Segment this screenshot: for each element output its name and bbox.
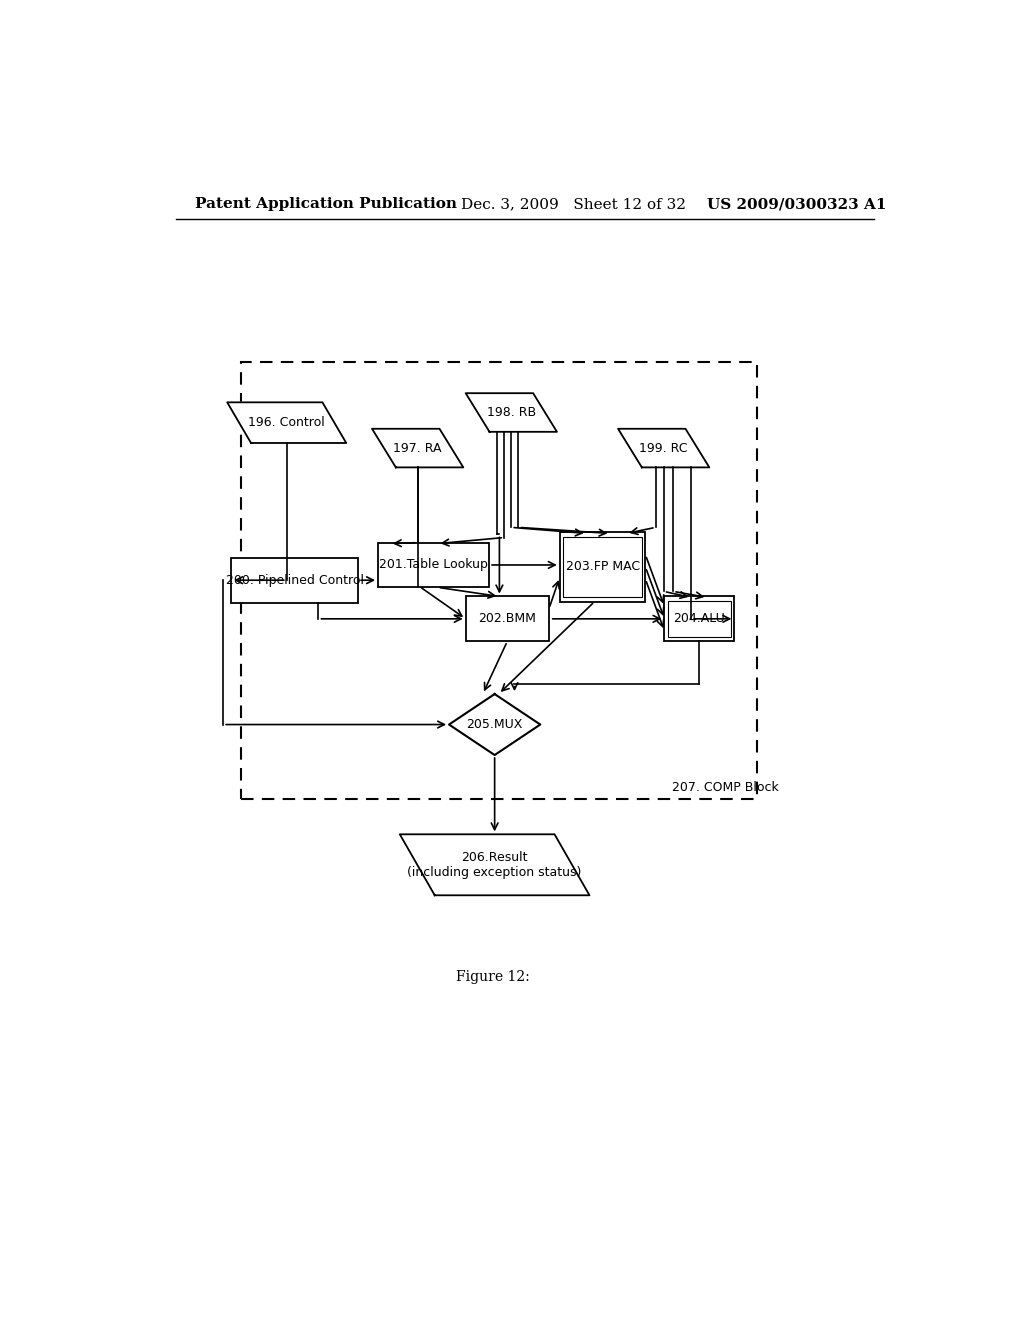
Text: 199. RC: 199. RC [639, 442, 688, 454]
Polygon shape [618, 429, 710, 467]
Polygon shape [372, 429, 463, 467]
Bar [378, 543, 489, 587]
Text: 207. COMP Block: 207. COMP Block [672, 780, 778, 793]
Bar [466, 597, 549, 642]
Text: Figure 12:: Figure 12: [456, 970, 530, 983]
Bar [563, 536, 642, 598]
Bar [242, 362, 758, 799]
Polygon shape [466, 393, 557, 432]
Text: 197. RA: 197. RA [393, 442, 442, 454]
Text: Patent Application Publication: Patent Application Publication [196, 197, 458, 211]
Polygon shape [227, 403, 346, 444]
Bar [668, 601, 731, 638]
Polygon shape [449, 694, 541, 755]
Bar [665, 597, 734, 642]
Text: 201.Table Lookup: 201.Table Lookup [379, 558, 488, 572]
Bar [560, 532, 645, 602]
Text: 206.Result
(including exception status): 206.Result (including exception status) [408, 851, 582, 879]
Text: Dec. 3, 2009   Sheet 12 of 32: Dec. 3, 2009 Sheet 12 of 32 [461, 197, 686, 211]
Text: 198. RB: 198. RB [486, 407, 536, 418]
Text: 205.MUX: 205.MUX [467, 718, 523, 731]
Text: US 2009/0300323 A1: US 2009/0300323 A1 [708, 197, 887, 211]
Text: 203.FP MAC: 203.FP MAC [565, 561, 640, 573]
Text: 200. Pipelined Control: 200. Pipelined Control [225, 574, 364, 586]
Polygon shape [399, 834, 590, 895]
Bar [231, 558, 358, 602]
Text: 204.ALU: 204.ALU [674, 612, 725, 626]
Text: 202.BMM: 202.BMM [478, 612, 537, 626]
Text: 196. Control: 196. Control [249, 416, 325, 429]
